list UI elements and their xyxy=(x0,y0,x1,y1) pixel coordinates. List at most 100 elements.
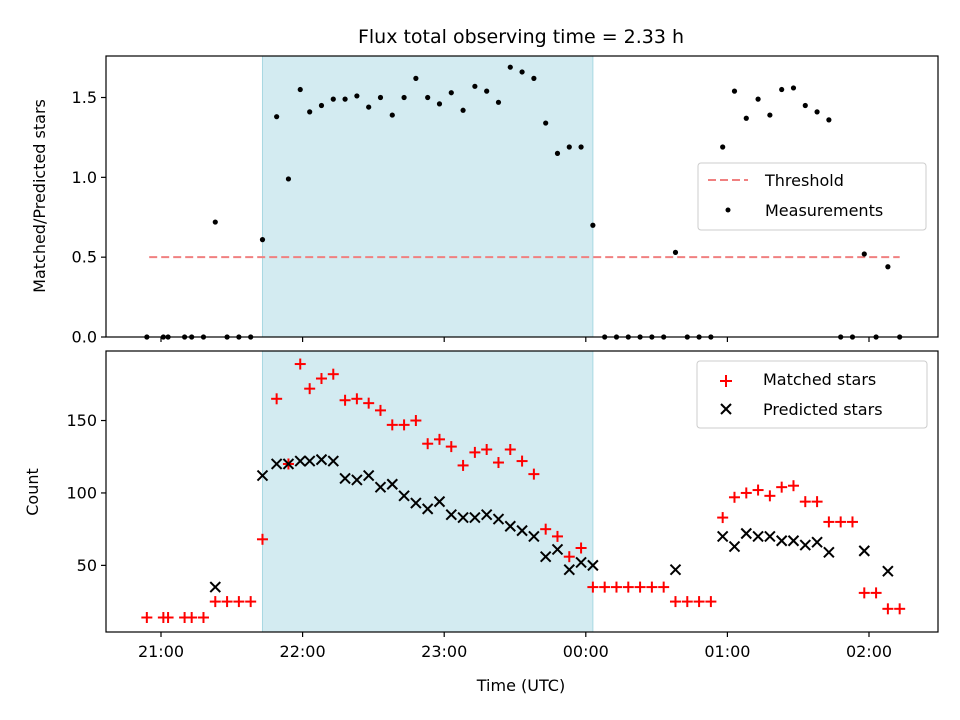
predicted-star-point xyxy=(339,472,351,485)
measurement-point xyxy=(720,144,726,150)
measurement-point xyxy=(861,251,867,257)
measurement-point xyxy=(814,109,820,115)
matched-star-point xyxy=(445,441,457,453)
x-tick-label: 01:00 xyxy=(704,642,750,661)
predicted-star-point xyxy=(575,556,587,569)
matched-star-point xyxy=(811,496,823,508)
matched-star-point xyxy=(870,587,882,599)
matched-star-point xyxy=(669,596,681,608)
y-tick-label: 150 xyxy=(66,411,97,430)
measurement-point xyxy=(554,150,561,156)
predicted-star-point xyxy=(539,550,552,563)
predicted-star-point xyxy=(351,474,363,486)
ratio-legend: Threshold Measurements xyxy=(697,162,927,231)
matched-star-point xyxy=(327,368,339,380)
legend-measurements-swatch xyxy=(725,207,731,213)
legend-measurements-label: Measurements xyxy=(765,201,883,220)
predicted-star-point xyxy=(327,455,339,467)
measurement-point xyxy=(425,94,431,101)
count-panel-frame xyxy=(105,350,939,633)
measurement-point xyxy=(519,69,525,75)
matched-star-point xyxy=(221,596,233,608)
measurement-point xyxy=(413,75,419,81)
predicted-star-point xyxy=(410,497,422,509)
matched-star-point xyxy=(575,542,587,554)
matched-star-point xyxy=(823,516,835,528)
measurement-point xyxy=(790,85,797,91)
measurement-point xyxy=(377,94,384,101)
matched-star-point xyxy=(776,481,788,493)
y-tick-label: 0.0 xyxy=(72,328,97,347)
y-tick-label: 100 xyxy=(66,483,97,502)
matched-star-point xyxy=(728,491,740,503)
predicted-star-point xyxy=(398,490,410,502)
predicted-star-point xyxy=(256,469,269,482)
measurement-point xyxy=(212,219,218,225)
measurement-point xyxy=(543,120,549,126)
predicted-star-point xyxy=(587,559,599,572)
measurement-point xyxy=(731,88,738,94)
predicted-star-point xyxy=(882,565,894,577)
predicted-star-point xyxy=(551,543,564,556)
x-tick-label: 22:00 xyxy=(280,642,326,661)
ratio-panel: 0.0 0.5 1.0 1.5 Matched/Predicted stars Thr… xyxy=(30,55,939,347)
measurement-point xyxy=(330,96,336,102)
predicted-star-point xyxy=(445,508,457,521)
matched-star-point xyxy=(634,581,646,593)
y-tick-label: 1.0 xyxy=(72,168,97,187)
predicted-star-point xyxy=(775,535,788,547)
predicted-star-point xyxy=(433,495,446,508)
legend-predicted-label: Predicted stars xyxy=(763,400,883,419)
matched-star-point xyxy=(398,419,410,431)
y-tick-label: 1.5 xyxy=(72,88,97,107)
matched-star-point xyxy=(846,516,858,528)
predicted-star-point xyxy=(374,481,387,493)
predicted-star-point xyxy=(516,524,528,537)
matched-star-point xyxy=(740,487,752,499)
measurement-point xyxy=(448,90,454,96)
measurement-point xyxy=(436,101,443,107)
measurement-point xyxy=(259,237,266,243)
predicted-star-point xyxy=(282,458,295,470)
matched-star-point xyxy=(209,596,221,608)
predicted-star-point xyxy=(823,546,835,559)
predicted-star-point xyxy=(799,539,811,551)
matched-star-point xyxy=(410,415,422,427)
matched-star-point xyxy=(587,581,599,593)
measurement-point xyxy=(472,83,478,89)
matched-star-point xyxy=(504,443,516,455)
predicted-star-point xyxy=(492,513,505,525)
measurement-point xyxy=(484,88,490,94)
observing-window-shade xyxy=(261,55,594,338)
count-legend-box xyxy=(696,360,928,429)
x-tick-label: 00:00 xyxy=(563,642,609,661)
matched-star-point xyxy=(245,596,257,608)
matched-star-point xyxy=(835,516,847,528)
legend-predicted-swatch xyxy=(720,403,732,415)
measurement-point xyxy=(826,117,832,123)
chart-title: Flux total observing time = 2.33 h xyxy=(358,26,684,48)
predicted-star-point xyxy=(858,545,870,557)
predicted-star-point xyxy=(469,511,481,524)
count-panel: 50 100 150 21:00 22:00 23:00 00:00 01:00 02:00 C… xyxy=(23,350,939,695)
measurement-point xyxy=(802,102,808,109)
matched-star-point xyxy=(422,438,434,450)
count-legend: Matched stars Predicted stars xyxy=(696,360,928,429)
x-tick-label: 02:00 xyxy=(846,642,892,661)
matched-star-point xyxy=(516,455,528,467)
legend-matched-swatch xyxy=(720,375,732,387)
predicted-star-point xyxy=(764,530,776,543)
x-axis-label: Time (UTC) xyxy=(476,676,565,695)
measurement-point xyxy=(779,86,785,93)
measurement-point xyxy=(885,264,891,270)
measurement-point xyxy=(366,104,372,110)
observing-window-shade xyxy=(261,350,594,633)
measurement-point xyxy=(274,114,280,120)
matched-star-point xyxy=(162,612,174,624)
matched-star-point xyxy=(363,397,375,409)
predicted-star-point xyxy=(294,455,306,467)
predicted-star-point xyxy=(421,503,434,515)
matched-star-point xyxy=(658,581,670,593)
predicted-star-point xyxy=(716,530,729,543)
